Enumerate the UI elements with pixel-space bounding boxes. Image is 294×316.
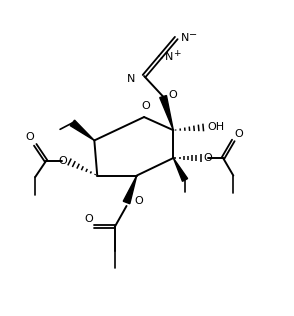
Polygon shape xyxy=(160,95,173,130)
Text: O: O xyxy=(84,214,93,224)
Text: O: O xyxy=(25,132,34,142)
Text: O: O xyxy=(168,90,177,100)
Text: O: O xyxy=(135,196,143,206)
Text: −: − xyxy=(189,29,198,40)
Text: +: + xyxy=(173,49,181,58)
Text: O: O xyxy=(141,100,150,111)
Text: O: O xyxy=(203,153,212,163)
Text: OH: OH xyxy=(208,122,225,132)
Text: N: N xyxy=(165,52,173,62)
Text: N: N xyxy=(127,74,135,84)
Polygon shape xyxy=(70,120,94,140)
Text: O: O xyxy=(235,129,243,139)
Text: N: N xyxy=(181,33,189,43)
Polygon shape xyxy=(173,158,188,181)
Polygon shape xyxy=(123,176,137,204)
Text: O: O xyxy=(58,156,67,166)
